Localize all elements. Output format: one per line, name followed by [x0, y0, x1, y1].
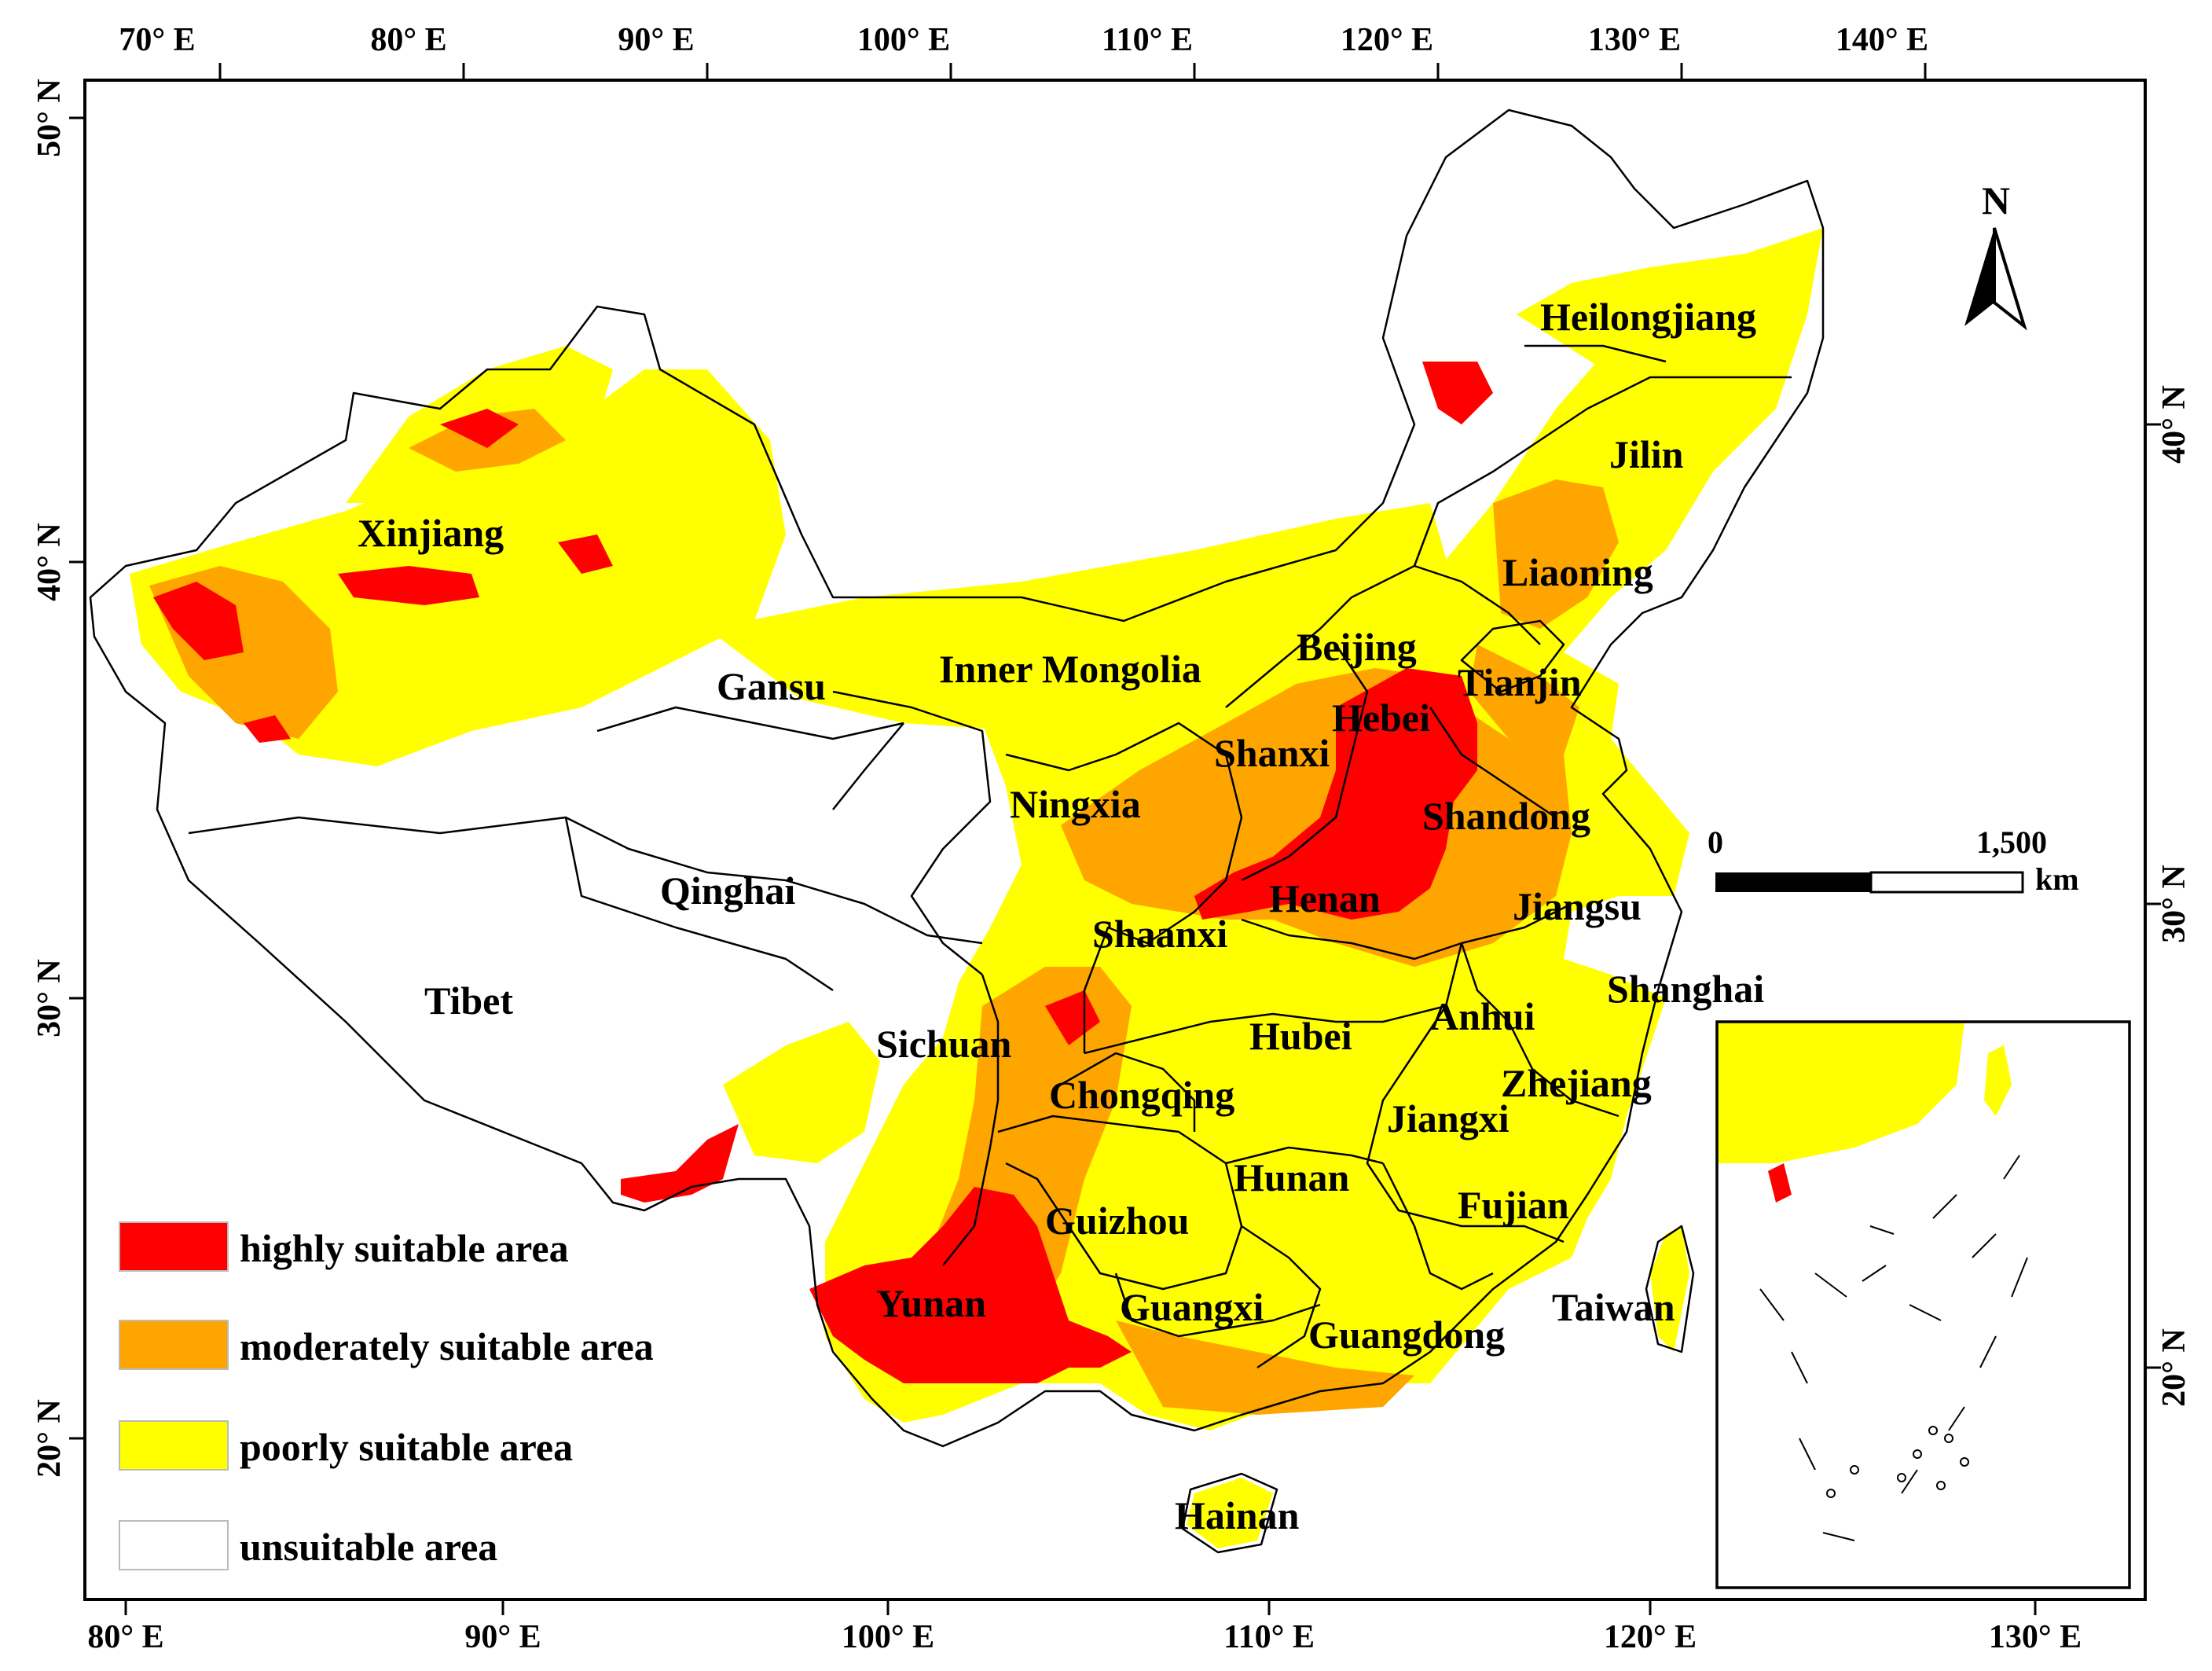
- label-henan: Henan: [1269, 876, 1381, 920]
- top-tick: 120° E: [1341, 22, 1433, 58]
- legend-label-high: highly suitable area: [240, 1226, 569, 1270]
- top-tick: 80° E: [370, 22, 446, 58]
- scale-bar: 0 1,500 km: [1708, 824, 2079, 897]
- scale-end: 1,500: [1976, 824, 2047, 860]
- label-inner-mongolia: Inner Mongolia: [939, 647, 1201, 691]
- province-labels: Xinjiang Gansu Inner Mongolia Heilongjia…: [358, 295, 1764, 1537]
- label-guangxi: Guangxi: [1120, 1285, 1264, 1329]
- label-hainan: Hainan: [1175, 1493, 1300, 1537]
- label-xinjiang: Xinjiang: [358, 511, 504, 555]
- province-boundaries: [89, 108, 1825, 1554]
- left-tick: 20° N: [31, 1399, 68, 1478]
- label-hubei: Hubei: [1249, 1014, 1352, 1058]
- label-shanghai: Shanghai: [1607, 967, 1764, 1011]
- label-hebei: Hebei: [1332, 696, 1430, 740]
- label-tibet: Tibet: [424, 979, 513, 1023]
- label-chongqing: Chongqing: [1049, 1073, 1234, 1117]
- south-china-sea-inset: [1715, 1020, 2131, 1589]
- bottom-tick: 120° E: [1604, 1619, 1697, 1655]
- label-fujian: Fujian: [1458, 1183, 1569, 1227]
- left-tick: 30° N: [31, 959, 68, 1037]
- label-beijing: Beijing: [1297, 625, 1417, 669]
- top-axis: 70° E 80° E 90° E 100° E 110° E 120° E 1…: [119, 22, 1928, 80]
- label-shanxi: Shanxi: [1214, 731, 1330, 775]
- inset-islands: [1759, 1155, 2028, 1541]
- scale-unit: km: [2035, 861, 2079, 897]
- label-tianjin: Tianjin: [1458, 660, 1582, 704]
- bottom-tick: 100° E: [842, 1619, 934, 1655]
- label-liaoning: Liaoning: [1502, 550, 1653, 594]
- label-jilin: Jilin: [1609, 432, 1684, 476]
- right-tick: 20° N: [2156, 1328, 2192, 1407]
- bottom-tick: 130° E: [1989, 1619, 2082, 1655]
- legend-swatch-poor: [119, 1420, 229, 1471]
- label-guizhou: Guizhou: [1045, 1199, 1189, 1243]
- right-tick: 40° N: [2156, 385, 2192, 464]
- bottom-tick: 110° E: [1223, 1619, 1315, 1655]
- bottom-tick: 90° E: [464, 1619, 541, 1655]
- label-yunan: Yunan: [876, 1281, 986, 1325]
- label-hunan: Hunan: [1234, 1155, 1350, 1199]
- top-tick: 110° E: [1102, 22, 1193, 58]
- top-tick: 100° E: [857, 22, 950, 58]
- label-qinghai: Qinghai: [660, 869, 795, 913]
- north-label: N: [1982, 178, 2010, 222]
- top-tick: 90° E: [618, 22, 694, 58]
- label-sichuan: Sichuan: [876, 1022, 1012, 1066]
- label-jiangxi: Jiangxi: [1387, 1096, 1510, 1140]
- legend-swatch-high: [119, 1221, 229, 1272]
- label-ningxia: Ningxia: [1010, 782, 1141, 826]
- bottom-tick: 80° E: [87, 1619, 163, 1655]
- scale-start: 0: [1708, 824, 1723, 860]
- legend-label-unsuitable: unsuitable area: [240, 1525, 497, 1569]
- legend: highly suitable area moderately suitable…: [119, 1221, 654, 1570]
- bottom-axis: 80° E 90° E 100° E 110° E 120° E 130° E: [87, 1599, 2082, 1655]
- label-zhejiang: Zhejiang: [1501, 1061, 1652, 1105]
- top-tick: 70° E: [119, 22, 195, 58]
- right-tick: 30° N: [2156, 865, 2192, 943]
- north-arrow-icon: [1964, 228, 1994, 326]
- left-tick: 50° N: [31, 79, 68, 157]
- label-anhui: Anhui: [1430, 994, 1535, 1038]
- label-jiangsu: Jiangsu: [1513, 884, 1642, 928]
- left-tick: 40° N: [31, 523, 68, 601]
- legend-swatch-unsuitable: [119, 1520, 229, 1570]
- north-arrow: N: [1964, 178, 2027, 331]
- right-axis: 40° N 30° N 20° N: [2145, 385, 2192, 1407]
- left-axis: 50° N 40° N 30° N 20° N: [31, 79, 85, 1478]
- label-shaanxi: Shaanxi: [1092, 912, 1227, 956]
- legend-swatch-moderate: [119, 1320, 229, 1370]
- label-gansu: Gansu: [717, 664, 826, 708]
- legend-label-moderate: moderately suitable area: [240, 1324, 654, 1368]
- highly-suitable-layer: [153, 362, 1792, 1383]
- label-guangdong: Guangdong: [1308, 1313, 1505, 1357]
- legend-label-poor: poorly suitable area: [240, 1425, 573, 1469]
- label-taiwan: Taiwan: [1552, 1285, 1675, 1329]
- top-tick: 130° E: [1588, 22, 1681, 58]
- top-tick: 140° E: [1836, 22, 1928, 58]
- label-heilongjiang: Heilongjiang: [1540, 295, 1756, 339]
- label-shandong: Shandong: [1422, 794, 1590, 838]
